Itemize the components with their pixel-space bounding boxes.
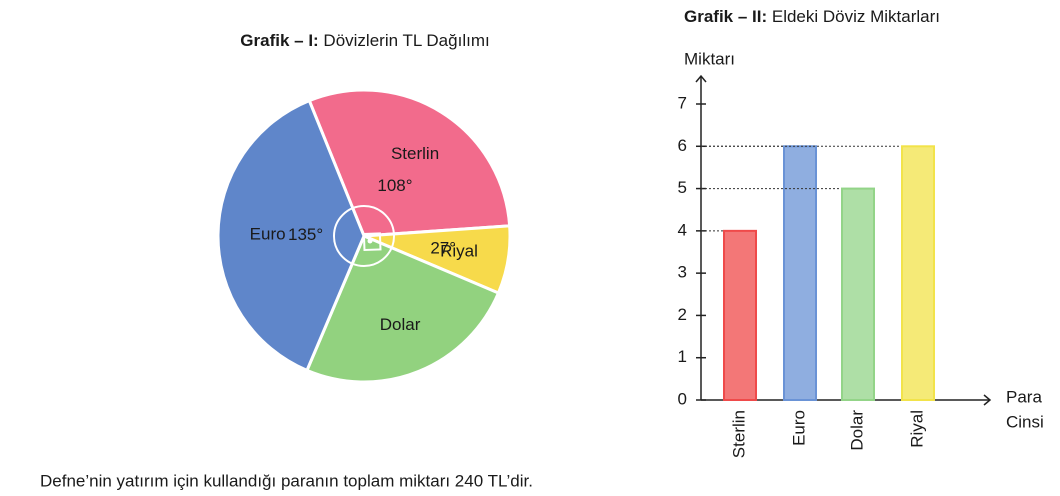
bar xyxy=(841,187,875,401)
pie-slice xyxy=(304,234,501,384)
pie-slice xyxy=(307,88,512,238)
title-label: Grafik – I: xyxy=(240,31,318,50)
x-tick-label: Dolar xyxy=(847,410,866,451)
slice-label: Euro xyxy=(250,225,286,244)
y-tick-label: 5 xyxy=(678,178,687,197)
y-tick-label: 3 xyxy=(678,263,687,282)
y-tick-label: 2 xyxy=(678,305,687,324)
bar xyxy=(723,229,757,401)
y-tick-label: 6 xyxy=(678,136,687,155)
slice-label: Sterlin xyxy=(391,144,439,163)
chart-title: Grafik – I: Dövizlerin TL Dağılımı xyxy=(240,31,489,50)
angle-label: 135° xyxy=(288,225,323,244)
x-tick-label: Euro xyxy=(789,410,808,446)
x-arrow xyxy=(983,394,992,406)
bar xyxy=(901,145,935,401)
right-angle-mark xyxy=(362,232,382,252)
angle-label: 108° xyxy=(377,176,412,195)
x-tick-label: Sterlin xyxy=(729,410,748,458)
bar xyxy=(783,145,817,401)
pie-slice xyxy=(216,98,366,373)
x-tick-label: Riyal xyxy=(907,410,926,448)
y-tick-label: 1 xyxy=(678,347,687,366)
y-axis-label: Miktarı xyxy=(684,49,735,68)
x-axis-label: Cinsi xyxy=(1006,412,1044,431)
y-arrow xyxy=(695,74,707,83)
y-tick-label: 0 xyxy=(678,389,687,408)
title-text: Dövizlerin TL Dağılımı xyxy=(319,31,490,50)
slice-label: Riyal xyxy=(440,241,478,260)
title-text: Eldeki Döviz Miktarları xyxy=(767,7,940,26)
y-tick-label: 4 xyxy=(678,220,687,239)
y-tick-label: 7 xyxy=(678,93,687,112)
right-angle-dot xyxy=(367,238,373,244)
note: Defne’nin yatırım için kullandığı paranı… xyxy=(40,471,533,490)
angle-arc xyxy=(333,205,395,267)
x-axis-label: Para xyxy=(1006,387,1042,406)
title-label: Grafik – II: xyxy=(684,7,767,26)
angle-label: 27° xyxy=(430,239,456,258)
slice-label: Dolar xyxy=(380,315,421,334)
chart-title: Grafik – II: Eldeki Döviz Miktarları xyxy=(684,7,940,26)
